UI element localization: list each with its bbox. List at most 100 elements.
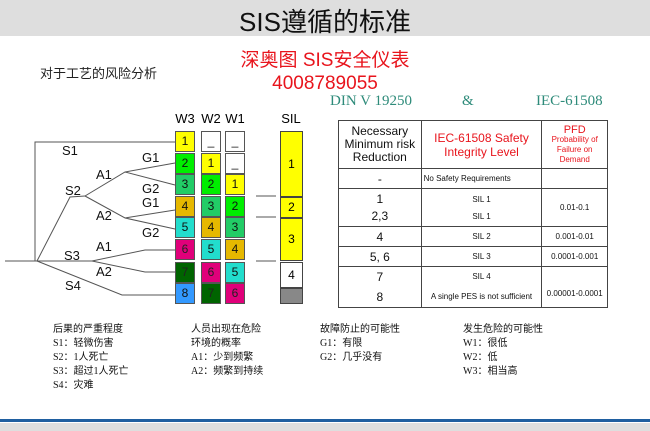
sil-table: Necessary Minimum risk Reduction IEC-615… [338,120,608,308]
risk-cell-w3: 3 [175,174,195,195]
legend-item: G2：几乎没有 [320,352,383,363]
legend-exposure: 人员出现在危险 环境的概率 A1：少到频繁 A2：频繁到持续 [191,323,263,379]
header-bar [0,0,650,36]
subtitle: 对于工艺的风险分析 [40,66,158,81]
label-g1: G1 [142,150,160,165]
standard-din: DIN V 19250 [330,93,412,109]
risk-cell-w1: 2 [225,196,245,217]
sil-cell: SIL 2 [420,226,543,247]
risk-cell-w3: 1 [175,131,195,152]
legend-item: S4：灾难 [53,380,94,391]
risk-cell-w3: 8 [175,283,195,304]
rr-cell: 7 [376,270,384,284]
pfd-cell: 0.00001-0.0001 [541,266,608,308]
brand-name: 深奥图 SIS安全仪表 [240,50,410,71]
label-s4: S4 [65,278,81,293]
label-a2: A2 [96,264,112,279]
rr-cell: - [338,168,422,189]
sil-cell: A single PES is not sufficient [430,292,533,301]
risk-cell-w2: 7 [201,283,221,304]
risk-cell-w3: 6 [175,239,195,260]
legend-title: 人员出现在危险 [191,324,261,335]
risk-cell-w3: 7 [175,262,195,283]
legend-item: W1：很低 [463,338,508,349]
header-pfd: PFD [563,123,586,136]
risk-cell-w2: _ [201,131,221,152]
column-header-w2: W2 [201,111,221,126]
risk-cell-w1: _ [225,153,245,174]
rr-cell: 1 [376,191,384,206]
column-header-w1: W1 [225,111,245,126]
legend-title: 故障防止的可能性 [320,324,400,335]
label-a1: A1 [96,167,112,182]
risk-cell-w1: 3 [225,217,245,238]
pfd-cell [541,168,608,189]
header-pfd-desc: Probability of Failure on Demand [551,134,598,164]
risk-cell-w1: 5 [225,262,245,283]
rr-cell: 2,3 [371,208,389,223]
pfd-cell: 0.0001-0.001 [541,246,608,267]
risk-cell-w2: 1 [201,153,221,174]
standard-iec: IEC-61508 [536,93,603,109]
risk-cell-w2: 3 [201,196,221,217]
risk-cell-w3: 2 [175,153,195,174]
risk-cell-w3: 4 [175,196,195,217]
legend-title: 后果的严重程度 [53,324,123,335]
risk-cell-w1: 1 [225,174,245,195]
risk-cell-w2: 5 [201,239,221,260]
label-a1: A1 [96,239,112,254]
risk-cell-w2: 4 [201,217,221,238]
sil-cell: SIL 3 [420,246,543,267]
rr-cell: 4 [338,226,422,247]
label-g2: G2 [142,225,160,240]
label-s1: S1 [62,143,78,158]
column-header-w3: W3 [175,111,195,126]
risk-cell-w1: 4 [225,239,245,260]
brand-phone: 4008789055 [272,73,378,94]
legend-item: S1：轻微伤害 [53,338,114,349]
legend-avoidance: 故障防止的可能性 G1：有限 G2：几乎没有 [320,323,400,365]
legend-item: W3：相当高 [463,366,518,377]
footer-bar [0,423,650,431]
risk-cell-w2: 6 [201,262,221,283]
legend-item: S2：1人死亡 [53,352,109,363]
column-header-sil: SIL [281,111,301,126]
risk-cell-w1: _ [225,131,245,152]
legend-severity: 后果的严重程度 S1：轻微伤害 S2：1人死亡 S3：超过1人死亡 S4：灾难 [53,323,129,393]
sil-cell: 3 [280,218,303,261]
legend-probability: 发生危险的可能性 W1：很低 W2：低 W3：相当高 [463,323,543,379]
label-g1: G1 [142,195,160,210]
standard-amp: & [462,93,474,109]
sil-cell: 1 [280,131,303,197]
risk-cell-w3: 5 [175,217,195,238]
sil-cell: SIL 4 [472,272,491,281]
sil-cell: 4 [280,262,303,288]
header-sil: IEC-61508 Safety Integrity Level [420,120,543,169]
risk-cell-w1: 6 [225,283,245,304]
page-title: SIS遵循的标准 [239,7,411,37]
legend-title: 环境的概率 [191,338,241,349]
pfd-cell: 0.001-0.01 [541,226,608,247]
sil-cell: No Safety Requirements [420,168,543,189]
footer-divider [0,419,650,422]
sil-cell: SIL 1 [472,211,491,221]
pfd-cell: 0.01-0.1 [541,188,608,227]
header-risk-reduction: Necessary Minimum risk Reduction [338,120,422,169]
sil-cell: 2 [280,197,303,218]
legend-title: 发生危险的可能性 [463,324,543,335]
legend-item: W2：低 [463,352,498,363]
label-s2: S2 [65,183,81,198]
rr-cell: 5, 6 [338,246,422,267]
label-s3: S3 [64,248,80,263]
sil-cell-none [280,288,303,304]
rr-cell: 8 [376,290,384,304]
legend-item: S3：超过1人死亡 [53,366,129,377]
risk-cell-w2: 2 [201,174,221,195]
legend-item: G1：有限 [320,338,363,349]
legend-item: A1：少到频繁 [191,352,254,363]
sil-cell: SIL 1 [472,194,491,204]
label-g2: G2 [142,181,160,196]
legend-item: A2：频繁到持续 [191,366,264,377]
label-a2: A2 [96,208,112,223]
